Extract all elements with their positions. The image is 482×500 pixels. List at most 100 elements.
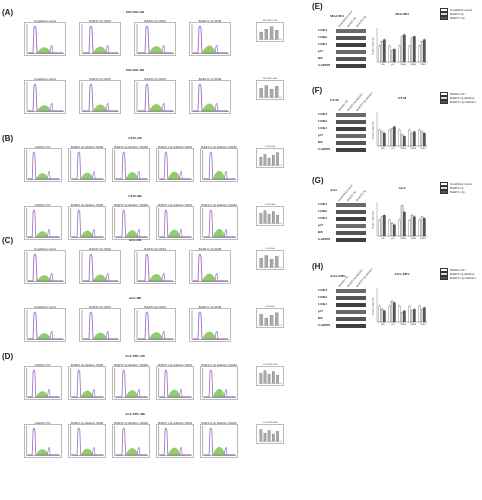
bar-chart: Relative expression RB p27 CDK4 CDK6 CDK2: [372, 286, 428, 326]
blot-band: [336, 302, 366, 307]
g1-peak: [203, 209, 236, 238]
flow-histogram: BART11-5p inhibitor 100nM: [200, 363, 238, 400]
band-label: p27: [318, 309, 324, 313]
histogram-label: Inhibitor NC: [35, 203, 51, 207]
bar: [420, 41, 424, 63]
panel-label: (H): [312, 262, 324, 271]
summary-bar: [275, 86, 279, 98]
histogram-label: BART11-5p inhibitor 100nM: [201, 145, 237, 149]
summary-bar: [259, 373, 263, 384]
g1-peak: [159, 369, 192, 398]
bar: [388, 129, 391, 147]
histogram-plot: [26, 82, 64, 112]
g2-peak: [161, 44, 166, 53]
blot-title: AGS-EBV: [330, 274, 346, 278]
bar: [383, 39, 386, 63]
s-phase-area: [149, 46, 163, 53]
g1-peak: [138, 253, 173, 282]
x-tick-label: RB: [382, 64, 385, 66]
g2-peak: [92, 388, 96, 397]
g2-peak: [136, 446, 141, 455]
legend-label: BART11-5p inhibitor: [450, 100, 476, 104]
bar: [383, 133, 386, 147]
bar: [400, 312, 404, 323]
summary-bar-chart: GT38-48h: [256, 203, 284, 226]
bar: [418, 129, 421, 147]
bar: [393, 126, 396, 147]
legend: Inhibitor NC BART2-5p inhibitor BART11-5p …: [440, 91, 482, 105]
legend-label: Scrambled control: [450, 8, 473, 12]
bar: [420, 309, 424, 323]
summary-bar-title: AGS-EBV-24h: [262, 363, 278, 366]
g2-peak: [161, 272, 166, 281]
legend: Inhibitor NC BART2-5p inhibitor BART11-5p …: [440, 267, 482, 281]
g1-peak: [115, 151, 148, 180]
histogram-plot: [136, 252, 174, 282]
histogram-label: BART4-5p 50nM: [144, 19, 166, 23]
histogram-plot: [202, 208, 237, 238]
bar: [388, 45, 391, 63]
summary-bar: [259, 429, 263, 442]
bar: [408, 219, 411, 237]
g2-peak: [49, 330, 54, 339]
histogram-plot: [191, 252, 229, 282]
bar: [410, 133, 414, 147]
summary-bar: [269, 26, 274, 40]
y-axis-label: Relative expression: [373, 121, 375, 139]
bar: [420, 131, 424, 147]
g2-peak: [214, 330, 219, 339]
row-caption: AGS-EBV-48h: [125, 412, 145, 416]
chart-title: MGC803: [395, 12, 409, 16]
g2-peak: [105, 44, 110, 53]
histogram-label: BART2-5p 50nM: [89, 77, 111, 81]
summary-bar-chart: AGS-EBV-48h: [256, 421, 284, 444]
histogram-label: BART2-5p inhibitor 50nM: [70, 363, 104, 367]
s-phase-area: [167, 447, 181, 455]
summary-bar-plot: [258, 210, 283, 224]
g1-peak: [71, 151, 104, 180]
panel-label: (G): [312, 176, 324, 185]
panel-label: (B): [2, 134, 14, 143]
blot-band: [336, 35, 366, 40]
bar-chart-svg: Relative expression RB p27 CDK4 CDK6 CDK2: [373, 112, 428, 150]
histogram-plot: [191, 24, 229, 54]
panel-label: (A): [2, 8, 14, 17]
x-tick-label: p27: [391, 148, 395, 150]
blot-band: [336, 223, 366, 228]
g1-peak: [159, 209, 192, 238]
blot-band: [336, 112, 366, 117]
flow-histogram: BART11-5p 50nM: [189, 247, 231, 284]
g2-peak: [49, 102, 54, 111]
band-label: CDK4: [318, 202, 327, 206]
flow-histogram: BART11-5p inhibitor 50nM: [156, 363, 194, 400]
g2-peak: [214, 102, 219, 111]
histogram-label: BART2-5p 50nM: [89, 247, 111, 251]
s-phase-area: [35, 449, 49, 455]
bar: [390, 50, 394, 63]
blot-band: [336, 140, 366, 145]
summary-bar: [276, 215, 279, 224]
summary-bar: [269, 89, 274, 98]
s-phase-area: [37, 105, 51, 111]
g1-peak: [115, 427, 148, 456]
band-label: GAPDH: [318, 237, 330, 241]
g2-peak: [179, 388, 183, 397]
legend: Scrambled control BART2-5p BART11-5p: [440, 181, 482, 195]
summary-bar-title: AGS-EBV-48h: [262, 421, 278, 424]
flow-histogram: BART4-5p 50nM: [134, 19, 176, 56]
legend-label: Inhibitor NC: [450, 268, 466, 272]
summary-bar: [264, 255, 269, 268]
x-tick-label: CDK4: [400, 64, 407, 66]
histogram-plot: [26, 252, 64, 282]
legend-swatch: [440, 275, 448, 281]
g1-peak: [83, 253, 118, 282]
x-tick-label: CDK6: [410, 238, 417, 240]
x-tick-label: CDK2: [420, 324, 426, 326]
histogram-plot: [70, 208, 105, 238]
band-label: p27: [318, 133, 324, 137]
flow-histogram: BART4-5p 50nM: [134, 305, 176, 342]
histogram-label: Inhibitor NC: [35, 363, 51, 367]
legend-label: BART2-5p inhibitor: [450, 96, 475, 100]
summary-bar: [259, 157, 263, 166]
summary-bar-plot: [258, 85, 283, 98]
